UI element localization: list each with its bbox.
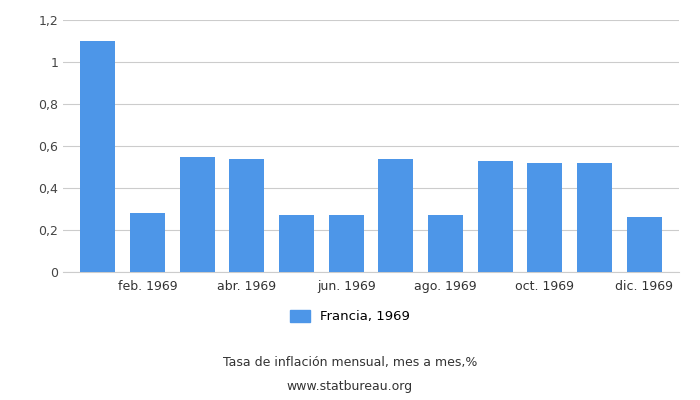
Bar — [478, 161, 512, 272]
Bar — [379, 158, 413, 272]
Bar — [130, 213, 164, 272]
Bar — [80, 41, 116, 272]
Bar — [180, 156, 214, 272]
Bar — [329, 215, 363, 272]
Legend: Francia, 1969: Francia, 1969 — [290, 310, 410, 324]
Bar — [528, 163, 562, 272]
Text: Tasa de inflación mensual, mes a mes,%: Tasa de inflación mensual, mes a mes,% — [223, 356, 477, 369]
Bar — [626, 218, 662, 272]
Bar — [279, 215, 314, 272]
Bar — [230, 158, 264, 272]
Bar — [578, 163, 612, 272]
Bar — [428, 215, 463, 272]
Text: www.statbureau.org: www.statbureau.org — [287, 380, 413, 393]
